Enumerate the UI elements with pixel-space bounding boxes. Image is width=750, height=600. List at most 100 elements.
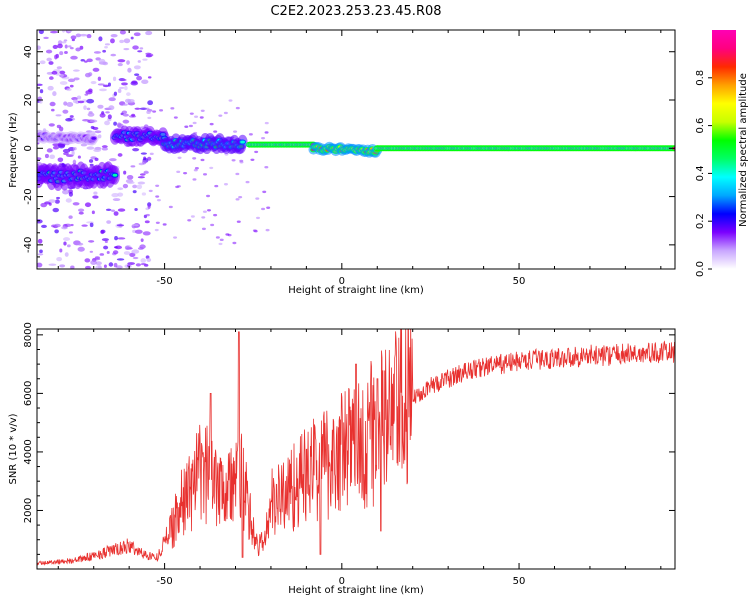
spectrogram-noise [209, 166, 214, 170]
spectrogram-noise [131, 113, 136, 117]
spectrogram-noise [46, 57, 52, 62]
spectrogram-noise [90, 125, 95, 129]
spectrogram-noise [92, 195, 99, 199]
spectrogram-noise [120, 112, 124, 116]
spectrogram-noise [85, 265, 91, 269]
spectrogram-noise [48, 61, 54, 65]
spectrogram-noise [145, 107, 150, 111]
spectrogram-noise [49, 101, 56, 107]
spectrogram-noise [86, 146, 95, 150]
spectrogram-noise [88, 240, 95, 243]
spectrogram-core [112, 173, 118, 177]
spectrogram-core [91, 136, 97, 140]
spectrogram-noise [250, 158, 255, 162]
colorbar-tick-label: 0.0 [695, 261, 706, 277]
spectrogram-heatmap [37, 30, 675, 269]
spectrogram-noise [134, 207, 138, 212]
spectrogram-noise [51, 70, 58, 75]
spectrogram-noise [140, 258, 147, 263]
spectrogram-noise [252, 229, 257, 232]
colorbar-ticks: 0.0 0.2 0.4 0.6 0.8 [695, 70, 712, 277]
spectrogram-noise [113, 91, 118, 96]
spectrogram-noise [64, 252, 69, 257]
spectrogram-noise [123, 170, 127, 175]
spectrogram-noise [87, 112, 95, 117]
spectrogram-noise [121, 78, 127, 82]
spectrogram-noise [189, 112, 194, 115]
spectrogram-noise [66, 154, 74, 157]
spectrogram-noise [90, 260, 97, 266]
spectrogram-noise [223, 183, 228, 186]
spectrogram-noise [109, 158, 117, 162]
spectrogram-noise [84, 202, 92, 208]
spectrogram-noise [218, 242, 223, 246]
spectrogram-noise [62, 189, 70, 195]
spectrogram-noise [66, 244, 71, 248]
spectrogram-noise [264, 166, 269, 169]
spectrogram-noise [49, 30, 58, 34]
spectrogram-noise [57, 40, 63, 45]
spectrogram-noise [69, 46, 74, 50]
spectrogram-noise [266, 206, 271, 209]
spectrogram-noise [61, 30, 66, 33]
spectrogram-noise [67, 30, 73, 33]
spectrogram-noise [92, 67, 100, 72]
snr-ylabel: SNR (10 * v/v) [8, 413, 19, 484]
snr-ytick-label: 8000 [23, 322, 34, 347]
spectrogram-noise [190, 215, 195, 218]
spectrogram-noise [58, 126, 64, 132]
spectrogram-noise [117, 62, 123, 67]
spectrogram-noise [84, 258, 91, 263]
spectrogram-noise [146, 53, 154, 57]
spectrogram-noise [200, 158, 205, 162]
spectrogram-noise [54, 229, 59, 234]
spectrogram-noise [193, 168, 198, 172]
spectrogram-noise [142, 160, 147, 165]
colorbar-label: Normalized spectral amplitude [738, 73, 749, 227]
spectrogram-noise [207, 209, 212, 212]
spectrogram-noise [37, 157, 42, 161]
spectrogram-noise [73, 69, 80, 72]
spectrogram-noise [39, 60, 46, 65]
spectrogram-noise [106, 251, 110, 254]
spectrogram-noise [97, 104, 104, 109]
spectrogram-noise [111, 209, 115, 212]
spectrogram-noise [132, 184, 138, 189]
snr-ytick-label: 6000 [23, 381, 34, 406]
spectrogram-noise [147, 204, 151, 209]
spectrogram-ytick-label: 0 [23, 145, 34, 151]
spectrogram-noise [68, 191, 74, 197]
spectrogram-noise [133, 65, 141, 70]
spectrogram-noise [88, 72, 93, 77]
spectrogram-noise [124, 245, 131, 251]
spectrogram-noise [54, 54, 58, 60]
spectrogram-noise [238, 195, 243, 199]
spectrogram-noise [101, 238, 109, 242]
spectrogram-ytick-label: 40 [23, 45, 34, 58]
spectrogram-noise [235, 172, 240, 176]
spectrogram-noise [82, 118, 90, 122]
spectrogram-noise [53, 223, 61, 228]
spectrogram-noise [70, 265, 75, 269]
spectrogram-noise [123, 251, 131, 255]
spectrogram-noise [59, 70, 66, 75]
spectrogram-noise [133, 32, 141, 37]
spectrogram-noise [63, 39, 68, 42]
spectrogram-noise [117, 208, 126, 212]
spectrogram-noise [108, 105, 115, 111]
spectrogram-noise [78, 208, 85, 212]
spectrogram-noise [136, 184, 143, 190]
spectrogram-noise [192, 157, 197, 160]
spectrogram-noise [112, 76, 117, 82]
colorbar: 0.0 0.2 0.4 0.6 0.8 Normalized spectral ampl… [695, 30, 749, 277]
spectrogram-noise [93, 148, 102, 153]
spectrogram-noise [142, 231, 151, 236]
spectrogram-noise [126, 60, 130, 65]
spectrogram-noise [77, 155, 81, 159]
spectrogram-noise [139, 47, 144, 50]
spectrogram-noise [59, 51, 64, 56]
spectrogram-noise [49, 154, 56, 160]
spectrogram-noise [59, 74, 64, 78]
spectrogram-noise [147, 76, 152, 79]
spectrogram-noise [113, 211, 119, 216]
